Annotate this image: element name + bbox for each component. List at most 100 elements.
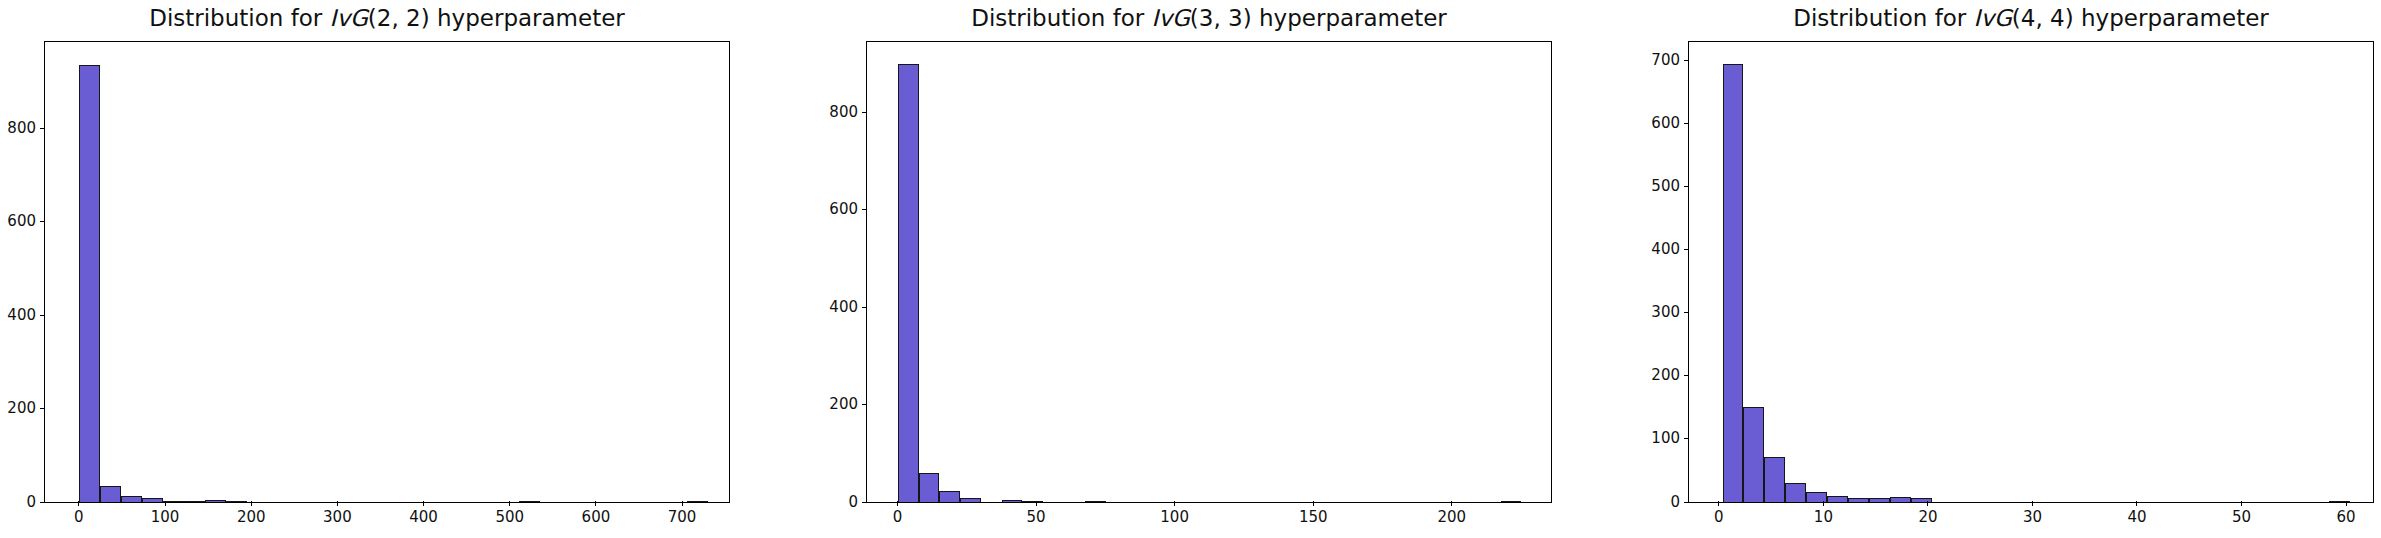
y-tick-label: 400 [804, 298, 858, 316]
x-tick-label: 300 [307, 508, 367, 526]
title-math-symbol: IvG [1974, 5, 2012, 31]
x-tick-label: 0 [1689, 508, 1749, 526]
x-tick-label: 50 [1006, 508, 1066, 526]
histogram-bar [519, 501, 540, 502]
x-tick-mark [2346, 501, 2347, 506]
x-tick-label: 60 [2316, 508, 2376, 526]
x-tick-label: 700 [652, 508, 712, 526]
histogram-figure: Distribution for IvG(2, 2) hyperparamete… [0, 0, 2381, 538]
x-tick-label: 0 [867, 508, 927, 526]
y-tick-label: 200 [0, 399, 36, 417]
histogram-bar [1827, 496, 1848, 502]
histogram-bar [1743, 407, 1764, 502]
y-tick-label: 500 [1626, 177, 1680, 195]
histogram-bar [205, 500, 226, 502]
y-tick-label: 600 [1626, 114, 1680, 132]
y-tick-label: 200 [1626, 366, 1680, 384]
x-tick-label: 50 [2212, 508, 2272, 526]
x-tick-label: 10 [1793, 508, 1853, 526]
histogram-bar [939, 491, 960, 502]
y-tick-label: 0 [1626, 493, 1680, 511]
histogram-bar [1848, 498, 1869, 502]
y-tick-mark [40, 315, 44, 316]
y-tick-mark [862, 502, 866, 503]
title-text: Distribution for [1793, 5, 1973, 31]
x-tick-mark [1036, 501, 1037, 506]
x-tick-label: 40 [2107, 508, 2167, 526]
x-tick-mark [423, 501, 424, 506]
title-text: Distribution for [971, 5, 1151, 31]
title-suffix: hyperparameter [1252, 5, 1447, 31]
x-tick-label: 400 [394, 508, 454, 526]
histogram-bar [163, 501, 184, 502]
y-tick-mark [1684, 123, 1688, 124]
histogram-bar [2329, 501, 2350, 502]
y-tick-mark [40, 408, 44, 409]
y-tick-mark [1684, 60, 1688, 61]
y-tick-mark [40, 502, 44, 503]
histogram-bar [1022, 501, 1043, 502]
histogram-bar [79, 65, 100, 502]
subplot-title: Distribution for IvG(2, 2) hyperparamete… [44, 3, 730, 33]
histogram-bar [919, 473, 940, 502]
y-tick-mark [1684, 186, 1688, 187]
y-tick-label: 800 [804, 103, 858, 121]
y-tick-label: 0 [804, 493, 858, 511]
x-tick-label: 100 [135, 508, 195, 526]
x-tick-mark [2032, 501, 2033, 506]
x-tick-mark [509, 501, 510, 506]
x-tick-label: 200 [221, 508, 281, 526]
y-tick-label: 0 [0, 493, 36, 511]
x-tick-mark [1823, 501, 1824, 506]
y-tick-mark [40, 128, 44, 129]
subplot-title: Distribution for IvG(3, 3) hyperparamete… [866, 3, 1552, 33]
subplot-ivg-4-4: Distribution for IvG(4, 4) hyperparamete… [1587, 0, 2381, 538]
y-tick-mark [1684, 312, 1688, 313]
x-tick-mark [682, 501, 683, 506]
y-tick-mark [1684, 249, 1688, 250]
y-tick-mark [862, 209, 866, 210]
plot-area: 0501001502000200400600800 [866, 41, 1552, 503]
histogram-bar [1911, 498, 1932, 502]
x-tick-label: 20 [1898, 508, 1958, 526]
title-suffix: hyperparameter [430, 5, 625, 31]
histogram-bar [687, 501, 708, 502]
y-tick-label: 300 [1626, 303, 1680, 321]
title-suffix: hyperparameter [2074, 5, 2269, 31]
y-tick-mark [862, 307, 866, 308]
y-tick-label: 100 [1626, 429, 1680, 447]
histogram-bar [142, 498, 163, 502]
y-tick-label: 700 [1626, 51, 1680, 69]
histogram-bar [1501, 501, 1522, 502]
y-tick-mark [40, 221, 44, 222]
subplot-ivg-2-2: Distribution for IvG(2, 2) hyperparamete… [0, 0, 794, 538]
y-tick-mark [1684, 502, 1688, 503]
subplot-ivg-3-3: Distribution for IvG(3, 3) hyperparamete… [794, 0, 1588, 538]
title-args: (3, 3) [1190, 5, 1252, 31]
y-tick-label: 400 [0, 306, 36, 324]
x-tick-mark [2241, 501, 2242, 506]
histogram-bar [960, 498, 981, 502]
histogram-bar [121, 496, 142, 502]
title-args: (4, 4) [2012, 5, 2074, 31]
x-tick-mark [78, 501, 79, 506]
y-tick-label: 600 [804, 200, 858, 218]
title-math-symbol: IvG [330, 5, 368, 31]
x-tick-label: 200 [1422, 508, 1482, 526]
histogram-bar [226, 501, 247, 502]
y-tick-mark [1684, 375, 1688, 376]
histogram-bar [1890, 497, 1911, 502]
x-tick-label: 150 [1283, 508, 1343, 526]
histogram-bar [898, 64, 919, 502]
x-tick-mark [1927, 501, 1928, 506]
histogram-bar [1723, 64, 1744, 502]
title-math-symbol: IvG [1152, 5, 1190, 31]
x-tick-mark [1718, 501, 1719, 506]
x-tick-label: 0 [49, 508, 109, 526]
x-tick-label: 30 [2002, 508, 2062, 526]
x-tick-mark [165, 501, 166, 506]
y-tick-label: 600 [0, 212, 36, 230]
y-tick-mark [862, 404, 866, 405]
histogram-bar [1002, 500, 1023, 502]
y-tick-label: 400 [1626, 240, 1680, 258]
